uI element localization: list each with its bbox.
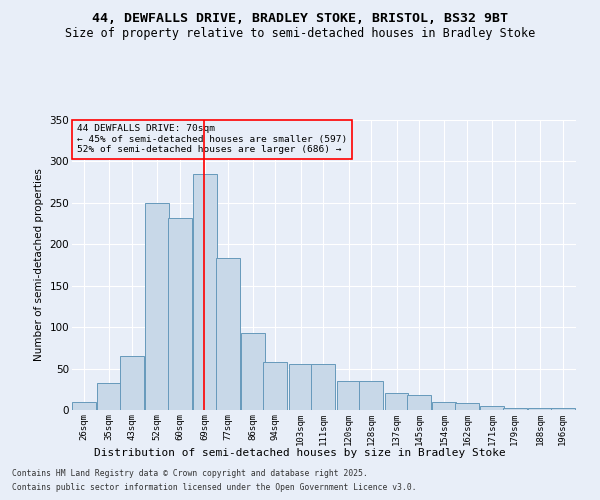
- Text: Contains HM Land Registry data © Crown copyright and database right 2025.: Contains HM Land Registry data © Crown c…: [12, 468, 368, 477]
- Bar: [503, 408, 527, 410]
- Bar: [263, 362, 287, 410]
- Bar: [551, 408, 575, 410]
- Bar: [241, 333, 265, 410]
- Bar: [289, 364, 313, 410]
- Bar: [311, 364, 335, 410]
- Bar: [168, 218, 191, 410]
- Bar: [145, 203, 169, 410]
- Bar: [433, 402, 457, 410]
- Bar: [193, 174, 217, 410]
- Y-axis label: Number of semi-detached properties: Number of semi-detached properties: [34, 168, 44, 362]
- Bar: [215, 258, 239, 410]
- Bar: [72, 402, 96, 410]
- Text: 44 DEWFALLS DRIVE: 70sqm
← 45% of semi-detached houses are smaller (597)
52% of : 44 DEWFALLS DRIVE: 70sqm ← 45% of semi-d…: [77, 124, 347, 154]
- Text: Size of property relative to semi-detached houses in Bradley Stoke: Size of property relative to semi-detach…: [65, 28, 535, 40]
- Bar: [97, 382, 121, 410]
- Bar: [359, 381, 383, 410]
- Bar: [337, 381, 361, 410]
- Bar: [385, 394, 409, 410]
- Bar: [480, 406, 504, 410]
- Text: 44, DEWFALLS DRIVE, BRADLEY STOKE, BRISTOL, BS32 9BT: 44, DEWFALLS DRIVE, BRADLEY STOKE, BRIST…: [92, 12, 508, 26]
- Bar: [455, 404, 479, 410]
- Text: Contains public sector information licensed under the Open Government Licence v3: Contains public sector information licen…: [12, 484, 416, 492]
- Bar: [407, 395, 431, 410]
- Bar: [528, 408, 552, 410]
- Bar: [120, 356, 144, 410]
- Text: Distribution of semi-detached houses by size in Bradley Stoke: Distribution of semi-detached houses by …: [94, 448, 506, 458]
